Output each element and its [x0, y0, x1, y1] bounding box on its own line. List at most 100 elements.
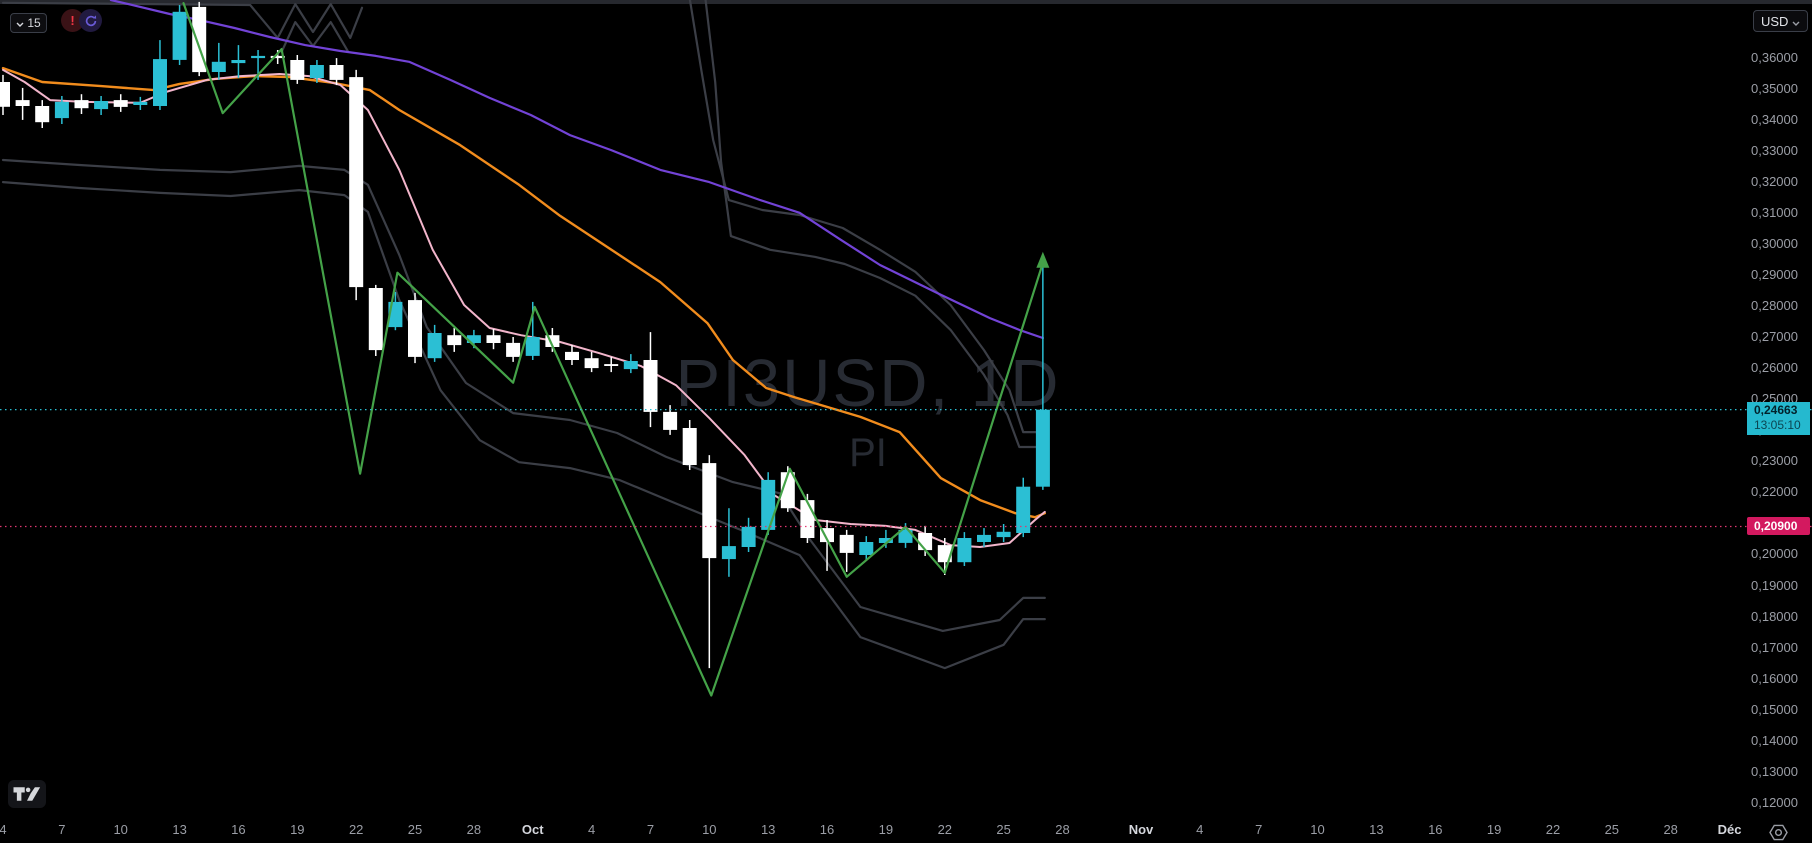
chevron-down-icon — [16, 16, 24, 30]
price-tick-label: 0,26000 — [1751, 360, 1798, 376]
time-tick-label: 25 — [407, 822, 423, 837]
chevron-down-icon — [1792, 14, 1800, 29]
time-tick-label: 7 — [58, 822, 66, 837]
candle — [545, 335, 560, 347]
candle — [368, 288, 383, 351]
time-tick-label: 4 — [1196, 822, 1204, 837]
candle — [447, 335, 462, 346]
symbol-watermark: PI3USD, 1D PI — [676, 350, 1061, 473]
price-tick-label: 0,22000 — [1751, 484, 1798, 500]
price-tick-label: 0,27000 — [1751, 329, 1798, 345]
zigzag-arrowhead-icon — [1036, 251, 1050, 268]
candle — [996, 531, 1011, 538]
candle — [800, 500, 815, 538]
time-tick-label: 16 — [1428, 822, 1443, 837]
time-tick-label: 19 — [290, 822, 305, 837]
time-tick-label: 13 — [760, 822, 776, 837]
candle — [761, 479, 776, 530]
status-pill[interactable]: ! — [61, 9, 102, 32]
time-tick-label: 16 — [231, 822, 246, 837]
current-price-label: 0,24663 13:05:10 — [1747, 401, 1810, 435]
overlay-zigzag-green — [182, 1, 1045, 697]
time-tick-label: 28 — [1663, 822, 1678, 837]
candle — [172, 11, 187, 60]
time-tick-label: 7 — [1255, 822, 1263, 837]
time-tick-month-label: Nov — [1128, 822, 1154, 837]
candle — [643, 360, 658, 412]
overlay-band-lower-2 — [1, 181, 1046, 670]
price-tick-label: 0,16000 — [1751, 670, 1798, 686]
candle — [270, 55, 285, 59]
overlay-band-lower-1 — [1, 158, 1046, 633]
time-tick-label: 28 — [1055, 822, 1070, 837]
time-tick-label: 4 — [587, 822, 596, 837]
price-tick-label: 0,13000 — [1751, 763, 1798, 779]
time-tick-label: 25 — [996, 822, 1011, 837]
candle — [290, 60, 305, 80]
bar-close-countdown: 13:05:10 — [1754, 417, 1801, 432]
candle — [663, 411, 678, 430]
candle — [839, 534, 854, 553]
candle — [702, 463, 717, 559]
settings-icon[interactable] — [1769, 824, 1788, 843]
price-tick-label: 0,19000 — [1751, 577, 1798, 593]
candle — [427, 333, 442, 359]
price-tick-label: 0,29000 — [1751, 266, 1798, 282]
time-tick-label: 16 — [819, 822, 835, 837]
price-tick-label: 0,17000 — [1751, 639, 1798, 655]
price-tick-label: 0,36000 — [1751, 49, 1798, 65]
time-tick-label: 22 — [1545, 822, 1561, 837]
price-tick-label: 0,23000 — [1751, 453, 1798, 469]
time-tick-label: 10 — [1310, 822, 1325, 837]
window-top-strip — [0, 0, 1812, 4]
overlay-ma-slow-purple — [109, 0, 1045, 340]
refresh-icon[interactable] — [79, 9, 102, 32]
interval-dropdown-label: 15 — [27, 16, 41, 30]
candle — [525, 337, 540, 356]
candle — [937, 545, 952, 563]
candle — [35, 106, 50, 123]
price-tick-label: 0,32000 — [1751, 173, 1798, 189]
time-tick-label: 19 — [878, 822, 894, 837]
candle — [604, 364, 619, 366]
time-tick-label: 10 — [702, 822, 717, 837]
candle — [309, 65, 324, 78]
time-tick-label: 7 — [646, 822, 655, 837]
candle — [859, 542, 874, 555]
time-tick-label: 22 — [937, 822, 953, 837]
candle — [1016, 486, 1031, 533]
tradingview-logo[interactable] — [8, 780, 46, 808]
candle — [780, 472, 795, 509]
overlay-band-top-outer — [1, 1, 364, 40]
overlay-ma-mid-orange — [1, 66, 1047, 519]
candle — [54, 101, 69, 119]
time-tick-label: 19 — [1486, 822, 1502, 837]
time-tick-label: 13 — [1369, 822, 1384, 837]
candle — [623, 361, 638, 370]
currency-selector[interactable]: USD — [1753, 10, 1808, 32]
time-tick-label: 10 — [113, 822, 128, 837]
candle — [94, 101, 109, 110]
currency-selector-label: USD — [1761, 13, 1789, 29]
price-tick-label: 0,31000 — [1751, 204, 1798, 220]
candle — [133, 101, 148, 105]
time-tick-label: 13 — [172, 822, 187, 837]
interval-dropdown[interactable]: 15 — [10, 13, 47, 33]
alert-badge-text: ! — [70, 13, 75, 28]
overlay-ma-fast-pink — [2, 68, 1046, 548]
candle — [15, 100, 30, 106]
candle — [584, 358, 599, 369]
tradingview-logo-icon — [13, 787, 41, 801]
alert-price-label[interactable]: 0,20900 — [1747, 517, 1810, 535]
price-tick-label: 0,12000 — [1751, 794, 1798, 810]
time-tick-label: 25 — [1604, 822, 1620, 837]
alert-price-value: 0,20900 — [1754, 519, 1798, 533]
alert-error-icon[interactable]: ! — [61, 9, 84, 32]
candle — [349, 77, 364, 288]
candle — [113, 100, 128, 107]
time-tick-label: 28 — [466, 822, 482, 837]
candle — [408, 300, 422, 357]
candle — [466, 335, 481, 343]
candle — [565, 351, 579, 360]
